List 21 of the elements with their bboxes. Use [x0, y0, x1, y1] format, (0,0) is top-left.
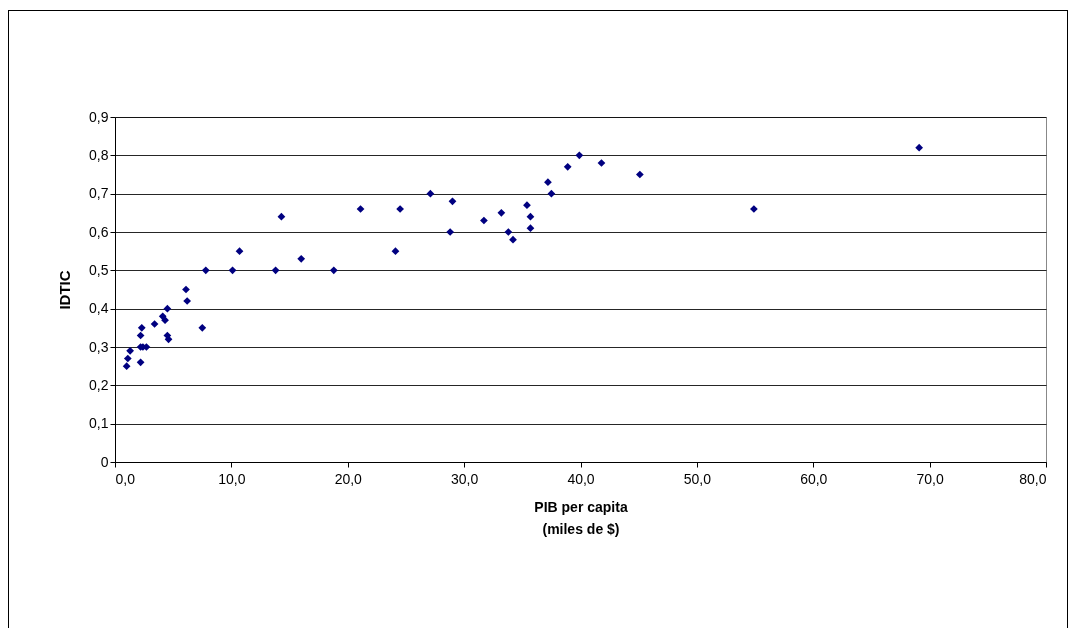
y-tick-label: 0,5 — [89, 261, 109, 278]
x-tick-label: 70,0 — [916, 470, 944, 487]
x-tick-label: 60,0 — [800, 470, 828, 487]
x-tick-label: 0,0 — [115, 470, 136, 487]
y-tick-label: 0,1 — [89, 415, 109, 432]
x-tick-label: 20,0 — [334, 470, 363, 487]
y-tick-label: 0,4 — [89, 300, 109, 317]
x-tick-label: 40,0 — [567, 470, 595, 487]
y-tick-label: 0,7 — [89, 185, 109, 202]
y-tick-label: 0 — [100, 453, 109, 470]
x-axis-title: PIB per capita (miles de $) — [534, 498, 628, 537]
y-tick-label: 0,6 — [89, 223, 109, 240]
y-tick-label: 0,9 — [89, 108, 109, 125]
x-tick-label: 30,0 — [451, 470, 479, 487]
x-tick-label: 10,0 — [218, 470, 246, 487]
y-tick-label: 0,8 — [89, 146, 109, 163]
x-tick-label: 80,0 — [1019, 470, 1047, 487]
y-tick-label: 0,2 — [89, 376, 109, 393]
y-tick-label: 0,3 — [89, 338, 109, 355]
y-axis-title: IDTIC — [56, 270, 74, 310]
x-tick-label: 50,0 — [683, 470, 712, 487]
